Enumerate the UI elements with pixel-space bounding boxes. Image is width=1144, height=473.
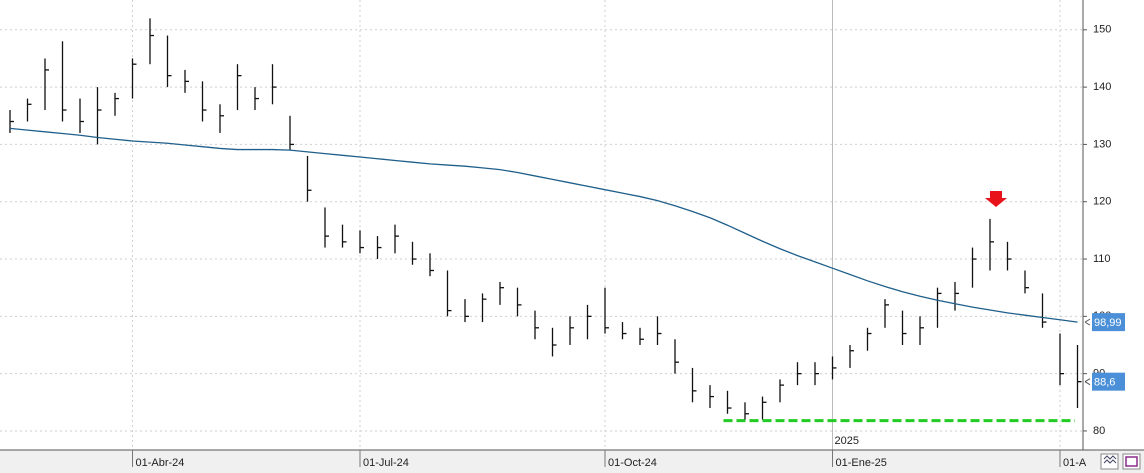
x-tick-label: 01-Abr-24 (136, 457, 185, 469)
price-marker (1092, 313, 1125, 332)
price-pointer (1084, 378, 1091, 386)
y-tick-label: 150 (1093, 24, 1111, 36)
y-tick-label: 130 (1093, 138, 1111, 150)
price-marker-label: 98,99 (1094, 317, 1122, 329)
moving-average (9, 127, 1078, 323)
price-pointer (1084, 318, 1091, 326)
price-marker (1092, 372, 1125, 391)
zoom-button[interactable] (1100, 453, 1119, 470)
price-marker-label: 88,6 (1094, 377, 1115, 389)
x-tick-label: 01-A (1063, 457, 1087, 469)
save-icon (1125, 456, 1138, 467)
zoom-icon (1103, 455, 1117, 464)
y-tick-label: 140 (1093, 81, 1111, 93)
x-tick-label: 01-Oct-24 (608, 457, 657, 469)
y-tick-label: 80 (1093, 425, 1105, 437)
year-label: 2025 (835, 435, 859, 447)
y-tick-label: 110 (1093, 253, 1111, 265)
x-tick-label: 01-Ene-25 (836, 457, 887, 469)
y-tick-label: 120 (1093, 196, 1111, 208)
x-tick-label: 01-Jul-24 (363, 457, 409, 469)
toolbar (0, 450, 1144, 473)
signal-arrow (985, 191, 1007, 207)
